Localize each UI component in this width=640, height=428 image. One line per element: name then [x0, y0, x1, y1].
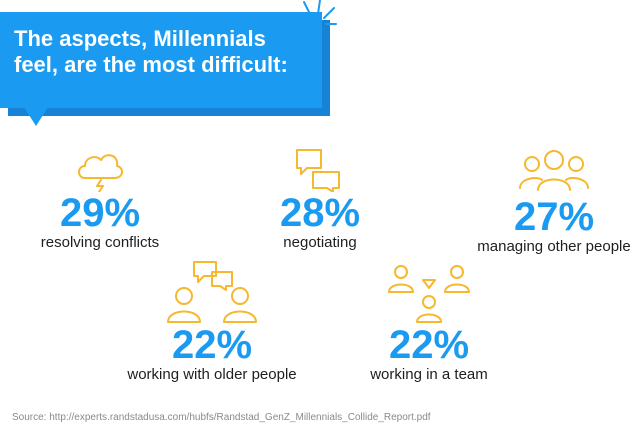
- stat-value: 28%: [279, 191, 361, 235]
- stat-working-with-older-people: 22% working with older people: [112, 258, 312, 384]
- sparkle-icon: [303, 0, 337, 25]
- stat-value: 22%: [171, 323, 253, 367]
- stat-value: 22%: [388, 323, 470, 367]
- stat-resolving-conflicts: 29% resolving conflicts: [20, 146, 180, 252]
- stat-label: resolving conflicts: [40, 234, 160, 251]
- stat-managing-other-people: 27% managing other people: [470, 146, 638, 256]
- source-citation: Source: http://experts.randstadusa.com/h…: [12, 412, 431, 423]
- team-network-icon: [388, 265, 470, 323]
- page-title: The aspects, Millennials feel, are the m…: [14, 26, 288, 77]
- stat-value: 29%: [59, 191, 141, 235]
- stat-value: 27%: [513, 195, 595, 239]
- stat-label: working with older people: [127, 366, 297, 383]
- two-people-talking-icon: [167, 261, 257, 323]
- stat-negotiating: 28% negotiating: [240, 146, 400, 252]
- stat-label: working in a team: [370, 366, 488, 383]
- speech-bubbles-icon: [296, 149, 340, 192]
- stat-label: negotiating: [283, 234, 357, 251]
- title-bubble-tail: [22, 104, 50, 126]
- storm-cloud-icon: [78, 154, 123, 192]
- stat-label: managing other people: [477, 238, 631, 255]
- group-people-icon: [519, 150, 589, 191]
- title-bubble: [0, 12, 322, 108]
- stat-working-in-a-team: 22% working in a team: [344, 262, 514, 384]
